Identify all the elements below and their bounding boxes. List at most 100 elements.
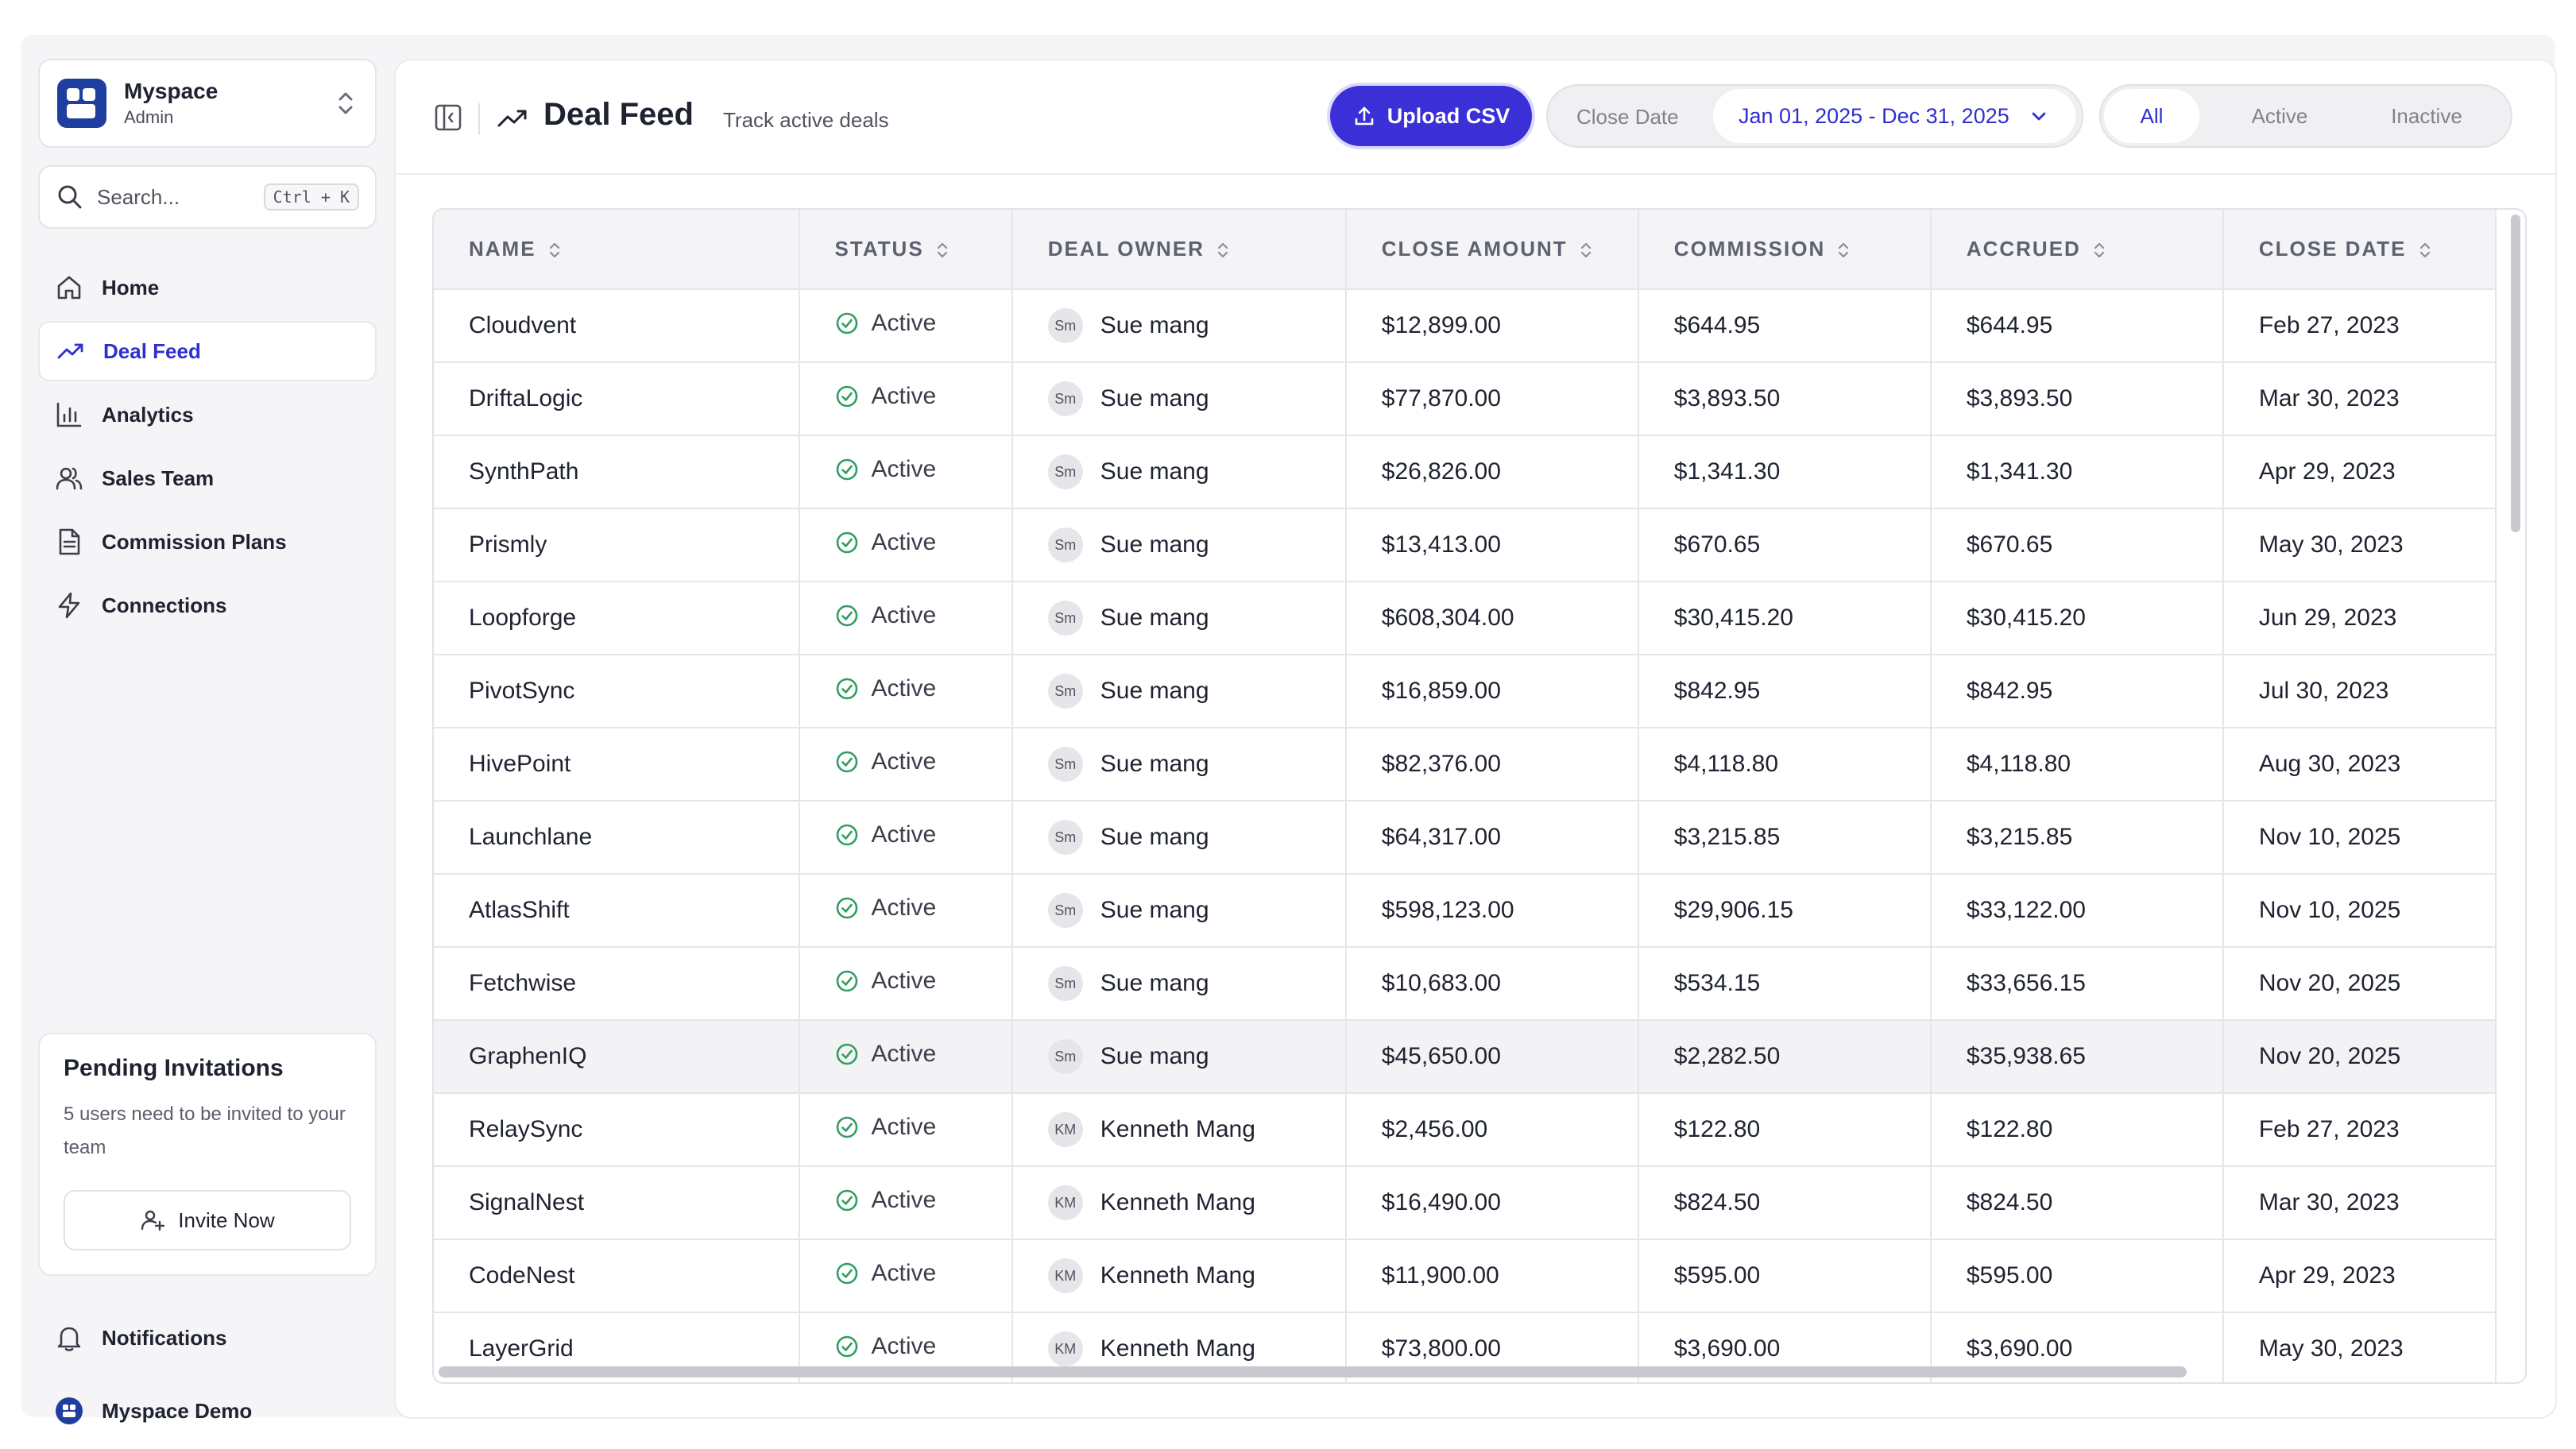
cell-close-amount: $82,376.00 xyxy=(1345,728,1639,802)
cell-close-amount: $13,413.00 xyxy=(1345,508,1639,582)
table-row[interactable]: GraphenIQ Active Sm Sue mang $45,650.00 $2,28… xyxy=(434,1020,2497,1094)
cell-accrued: $4,118.80 xyxy=(1930,728,2224,802)
sort-icon[interactable] xyxy=(1216,240,1230,261)
table-row[interactable]: PivotSync Active Sm Sue mang $16,859.00 $842.… xyxy=(434,655,2497,728)
avatar: Sm xyxy=(1047,454,1083,489)
cell-close-date: Nov 20, 2025 xyxy=(2222,1020,2497,1094)
owner-name: Sue mang xyxy=(1100,312,1209,338)
sort-icon[interactable] xyxy=(935,240,950,261)
table-row[interactable]: Launchlane Active Sm Sue mang $64,317.00 $3,2… xyxy=(434,801,2497,875)
table-row[interactable]: Prismly Active Sm Sue mang $13,413.00 $670.65… xyxy=(434,508,2497,582)
cell-commission: $4,118.80 xyxy=(1638,728,1932,802)
status-badge: Active xyxy=(835,821,937,848)
sort-icon[interactable] xyxy=(1579,240,1593,261)
deals-table-container[interactable]: NAME STATUS DEAL OWNER CLOSE AMOUNT COMMISSI… xyxy=(432,208,2527,1384)
table-row[interactable]: SignalNest Active KM Kenneth Mang $16,490.00… xyxy=(434,1166,2497,1240)
vertical-scrollbar[interactable] xyxy=(2511,214,2520,532)
sort-icon[interactable] xyxy=(1836,240,1851,261)
column-header-commission[interactable]: COMMISSION xyxy=(1638,210,1932,290)
table-row[interactable]: HivePoint Active Sm Sue mang $82,376.00 $4,11… xyxy=(434,728,2497,802)
cell-deal-owner: Sm Sue mang xyxy=(1011,362,1347,436)
cell-accrued: $33,122.00 xyxy=(1930,874,2224,948)
check-circle-icon xyxy=(836,1335,857,1358)
check-circle-icon xyxy=(836,1043,857,1065)
status-label: Active xyxy=(871,1114,937,1140)
search-input[interactable] xyxy=(97,184,264,210)
avatar: KM xyxy=(1047,1331,1083,1366)
sort-icon[interactable] xyxy=(2418,240,2432,261)
cell-close-date: Mar 30, 2023 xyxy=(2222,1166,2497,1240)
invite-now-label: Invite Now xyxy=(178,1208,275,1232)
invite-now-button[interactable]: Invite Now xyxy=(64,1190,351,1250)
table-row[interactable]: AtlasShift Active Sm Sue mang $598,123.00 $29… xyxy=(434,874,2497,948)
nav-item-connections[interactable]: Connections xyxy=(38,575,377,636)
page-subtitle: Track active deals xyxy=(723,108,889,132)
upload-csv-label: Upload CSV xyxy=(1387,103,1510,128)
nav-item-home[interactable]: Home xyxy=(38,257,377,318)
trending-up-icon xyxy=(497,110,527,127)
column-header-name[interactable]: NAME xyxy=(434,210,800,290)
search-box[interactable]: Ctrl + K xyxy=(38,165,377,229)
cell-status: Active xyxy=(799,1093,1013,1167)
owner: Sm Sue mang xyxy=(1047,601,1209,636)
check-circle-icon xyxy=(836,458,857,481)
nav-item-sales-team[interactable]: Sales Team xyxy=(38,448,377,508)
header-divider xyxy=(478,103,480,135)
table-row[interactable]: DriftaLogic Active Sm Sue mang $77,870.00 $3,… xyxy=(434,362,2497,436)
table-row[interactable]: Loopforge Active Sm Sue mang $608,304.00 $30,… xyxy=(434,582,2497,655)
owner: Sm Sue mang xyxy=(1047,527,1209,562)
table-row[interactable]: SynthPath Active Sm Sue mang $26,826.00 $1,34… xyxy=(434,435,2497,509)
nav-item-label: Analytics xyxy=(102,402,194,427)
account-logo-icon xyxy=(56,1397,83,1424)
status-badge: Active xyxy=(835,383,936,410)
cell-deal-owner: Sm Sue mang xyxy=(1011,655,1347,728)
status-filter-all[interactable]: All xyxy=(2104,89,2199,143)
table-row[interactable]: CodeNest Active KM Kenneth Mang $11,900.00 $5… xyxy=(434,1239,2497,1313)
column-header-status[interactable]: STATUS xyxy=(799,210,1013,290)
sort-icon[interactable] xyxy=(2092,240,2106,261)
status-badge: Active xyxy=(835,1260,936,1287)
cell-accrued: $842.95 xyxy=(1930,655,2224,728)
table-row[interactable]: RelaySync Active KM Kenneth Mang $2,456.00 $1… xyxy=(434,1093,2497,1167)
nav-item-label: Connections xyxy=(102,593,227,617)
sidebar-toggle-icon[interactable] xyxy=(432,102,464,133)
nav-item-deal-feed[interactable]: Deal Feed xyxy=(38,321,377,381)
workspace-switcher[interactable]: Myspace Admin xyxy=(38,59,377,148)
cell-close-date: Feb 27, 2023 xyxy=(2222,289,2497,363)
nav-item-commission-plans[interactable]: Commission Plans xyxy=(38,512,377,572)
date-range-picker[interactable]: Jan 01, 2025 - Dec 31, 2025 xyxy=(1713,89,2075,143)
users-icon xyxy=(56,467,83,490)
owner: Sm Sue mang xyxy=(1047,747,1209,782)
avatar: Sm xyxy=(1047,308,1083,343)
upload-csv-button[interactable]: Upload CSV xyxy=(1330,86,1532,146)
cell-commission: $644.95 xyxy=(1638,289,1932,363)
table-row[interactable]: Cloudvent Active Sm Sue mang $12,899.00 $644.… xyxy=(434,289,2497,363)
search-shortcut-badge: Ctrl + K xyxy=(263,184,359,211)
cell-name: Fetchwise xyxy=(434,947,800,1021)
owner: Sm Sue mang xyxy=(1047,454,1209,489)
bottom-nav: Notifications Myspace Demo xyxy=(38,1303,377,1449)
sidebar: Myspace Admin Ctrl + K Home xyxy=(21,35,394,1424)
horizontal-scrollbar[interactable] xyxy=(439,1366,2187,1378)
cell-name: PivotSync xyxy=(434,655,800,728)
status-label: Active xyxy=(871,821,937,848)
account-menu[interactable]: Myspace Demo xyxy=(38,1376,377,1446)
column-header-close-date[interactable]: CLOSE DATE xyxy=(2222,210,2497,290)
nav-item-analytics[interactable]: Analytics xyxy=(38,384,377,445)
cell-status: Active xyxy=(799,289,1013,363)
nav-item-notifications[interactable]: Notifications xyxy=(38,1303,377,1373)
sort-icon[interactable] xyxy=(547,240,562,261)
column-header-label: STATUS xyxy=(834,237,924,261)
column-header-accrued[interactable]: ACCRUED xyxy=(1930,210,2224,290)
status-label: Active xyxy=(871,895,937,921)
cell-close-date: Apr 29, 2023 xyxy=(2222,435,2497,509)
status-filter-inactive[interactable]: Inactive xyxy=(2391,103,2462,128)
status-filter-active[interactable]: Active xyxy=(2251,103,2308,128)
column-header-close-amount[interactable]: CLOSE AMOUNT xyxy=(1345,210,1639,290)
column-header-deal-owner[interactable]: DEAL OWNER xyxy=(1011,210,1347,290)
table-row[interactable]: Fetchwise Active Sm Sue mang $10,683.00 $534.… xyxy=(434,947,2497,1021)
cell-close-date: Mar 30, 2023 xyxy=(2222,362,2497,436)
cell-commission: $30,415.20 xyxy=(1638,582,1932,655)
cell-name: HivePoint xyxy=(434,728,800,802)
avatar: Sm xyxy=(1047,674,1083,709)
